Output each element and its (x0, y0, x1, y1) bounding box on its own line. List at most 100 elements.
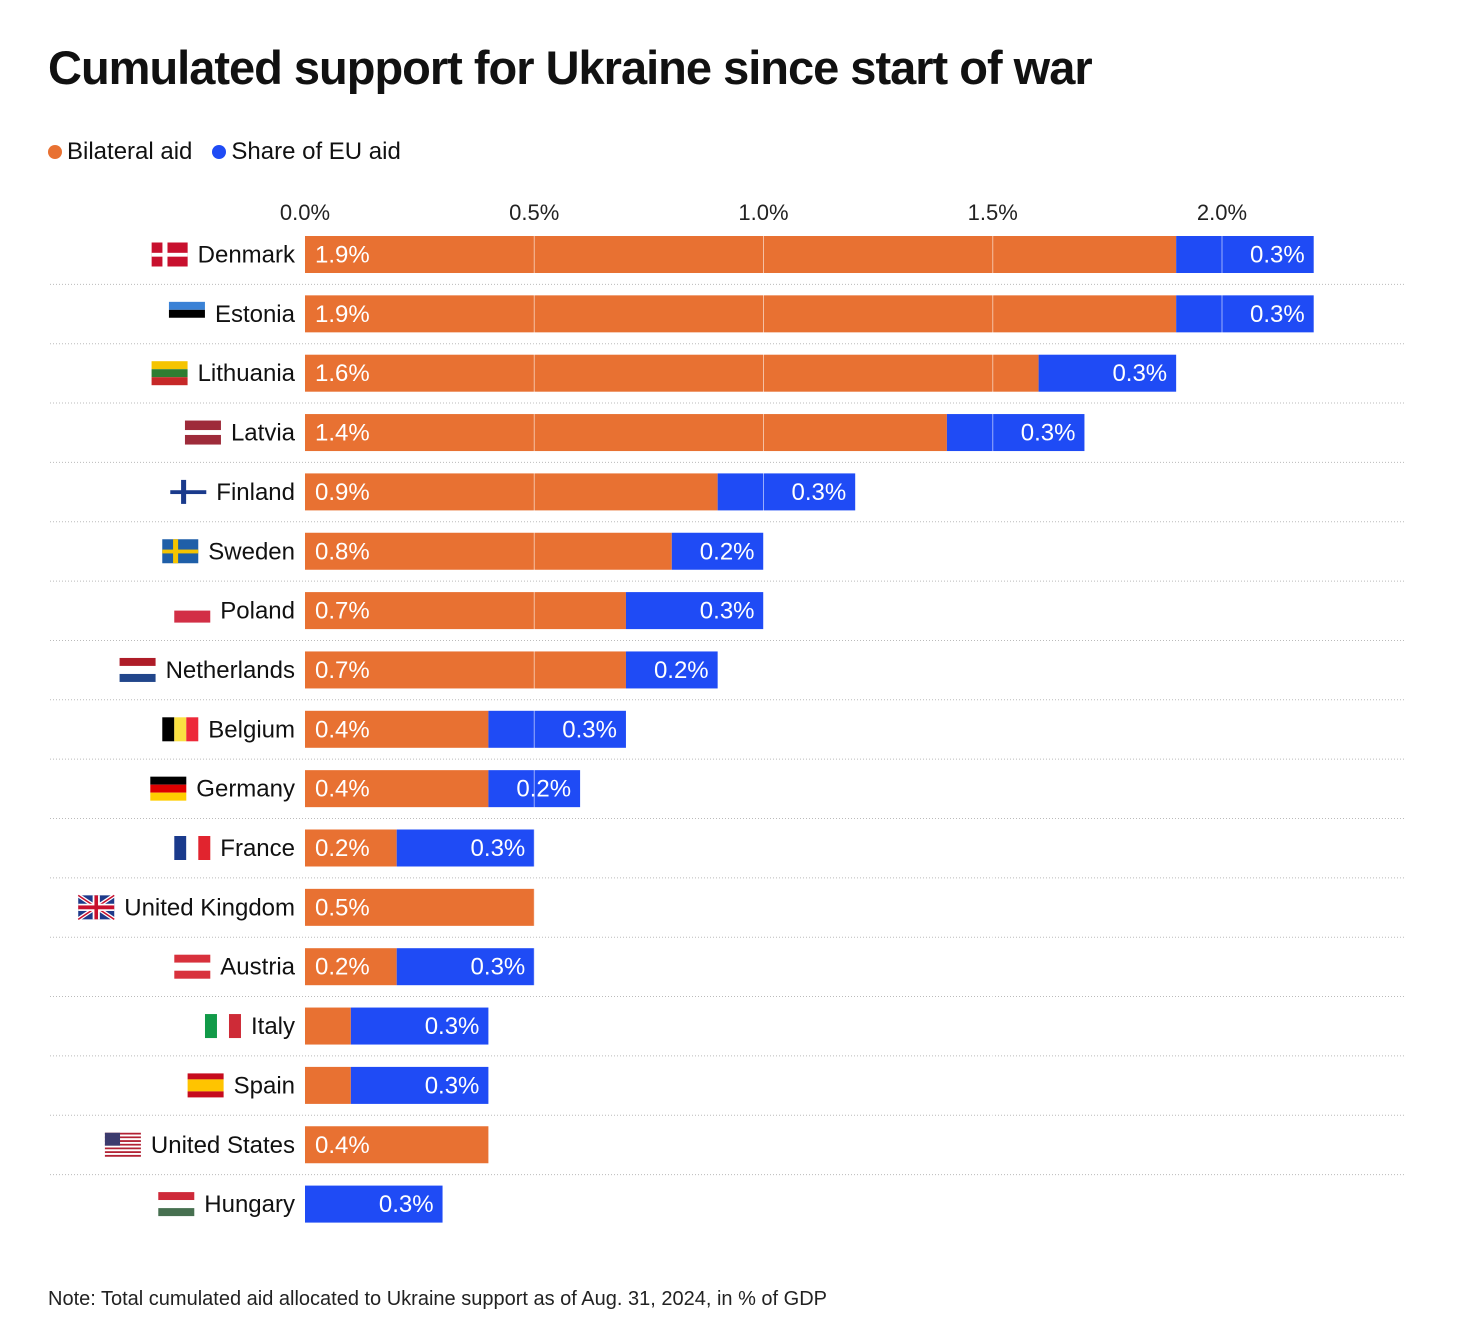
bilateral-bar (305, 473, 718, 511)
flag-cross (78, 905, 115, 910)
eu-value-label: 0.3% (562, 716, 617, 743)
country-label: Finland (216, 479, 295, 506)
flag-stripe (158, 1208, 195, 1217)
eu-bar (305, 1185, 443, 1223)
flag-stripe (186, 836, 199, 860)
bar-row: Lithuania 1.6% 0.3% (50, 343, 1405, 392)
bilateral-bar (305, 651, 626, 689)
flag-at-icon (174, 954, 211, 979)
country-label: Italy (251, 1013, 295, 1040)
bilateral-value-label: 1.4% (315, 420, 370, 447)
eu-value-label: 0.3% (1021, 420, 1076, 447)
bar-row: Austria 0.2% 0.3% (50, 936, 1405, 986)
legend-label-bilateral: Bilateral aid (67, 138, 193, 165)
bilateral-value-label: 0.5% (315, 894, 370, 921)
country-label: Poland (220, 598, 295, 625)
flag-stripe (150, 792, 187, 801)
flag-stripe (104, 1138, 141, 1141)
eu-value-label: 0.3% (425, 1013, 480, 1040)
flag-stripe (104, 1147, 141, 1150)
eu-bar (396, 948, 535, 986)
flag-stripe (104, 1136, 141, 1139)
chart-title: Cumulated support for Ukraine since star… (48, 41, 1093, 94)
bilateral-value-label: 0.8% (315, 538, 370, 565)
flag-stripe (104, 1151, 141, 1154)
eu-bar (488, 710, 626, 748)
legend-item-eu: Share of EU aid (212, 138, 401, 166)
flag-stripe (150, 784, 187, 793)
flag-stripe (104, 1154, 141, 1157)
bilateral-value-label: 0.7% (315, 598, 370, 625)
flag-stripe (151, 361, 188, 370)
eu-bar (625, 592, 764, 630)
flag-stripe (187, 1091, 224, 1098)
bar-row: Estonia 1.9% 0.3% (50, 283, 1405, 333)
flag-es-icon (187, 1073, 224, 1098)
eu-value-label: 0.3% (471, 954, 526, 981)
country-label: Belgium (208, 716, 295, 743)
flag-stripe (228, 1014, 241, 1039)
bilateral-bar (305, 354, 1039, 392)
bar-row: Sweden 0.8% 0.2% (50, 521, 1405, 570)
flag-stripe (151, 377, 188, 386)
eu-bar (625, 651, 718, 689)
bar-row: Belgium 0.4% 0.3% (50, 699, 1405, 748)
eu-bar (671, 532, 764, 570)
flag-stripe (174, 954, 211, 963)
eu-value-label: 0.3% (1250, 301, 1305, 328)
flag-stripe (162, 717, 175, 742)
legend-label-eu: Share of EU aid (231, 138, 401, 165)
country-label: Latvia (231, 420, 296, 447)
country-label: Sweden (208, 538, 295, 565)
country-label: France (220, 835, 295, 862)
flag-lt-icon (151, 361, 188, 386)
x-tick-label: 1.5% (968, 200, 1018, 225)
eu-value-label: 0.3% (471, 835, 526, 862)
flag-stripe (104, 1143, 141, 1146)
country-label: Austria (220, 954, 295, 981)
bilateral-value-label: 1.9% (315, 242, 370, 269)
flag-stripe (174, 717, 187, 742)
bilateral-bar (305, 592, 626, 630)
x-tick-label: 1.0% (738, 200, 788, 225)
flag-stripe (174, 962, 211, 971)
flag-cross (162, 549, 199, 554)
eu-value-label: 0.3% (1112, 360, 1167, 387)
flag-gb-icon (77, 893, 116, 922)
bilateral-bar (305, 948, 397, 986)
flag-stripe (174, 598, 211, 611)
flag-stripe (168, 317, 205, 326)
flag-stripe (119, 665, 156, 674)
flag-stripe (150, 776, 187, 785)
flag-stripe (158, 1200, 195, 1209)
flag-stripe (158, 1192, 195, 1201)
bilateral-bar (305, 829, 397, 867)
bilateral-value-label: 0.4% (315, 716, 370, 743)
bilateral-bar (305, 1007, 351, 1045)
eu-value-label: 0.3% (700, 598, 755, 625)
bar-row: United Kingdom 0.5% (50, 877, 1405, 926)
legend-item-bilateral: Bilateral aid (48, 138, 192, 166)
legend: Bilateral aid Share of EU aid (48, 138, 401, 166)
flag-ee-icon (168, 301, 205, 326)
eu-bar (717, 473, 856, 511)
country-label: Netherlands (166, 657, 295, 684)
flag-se-icon (162, 539, 199, 564)
bar-row: France 0.2% 0.3% (50, 818, 1405, 867)
bar-row: Netherlands 0.7% 0.2% (50, 639, 1405, 689)
flag-canton (104, 1132, 121, 1146)
flag-stripe (187, 1073, 224, 1080)
eu-value-label: 0.3% (1250, 242, 1305, 269)
bilateral-value-label: 1.9% (315, 301, 370, 328)
flag-stripe (174, 610, 211, 623)
country-label: Estonia (215, 301, 296, 328)
country-label: Lithuania (198, 360, 296, 387)
flag-nl-icon (119, 657, 156, 682)
flag-pl-icon (174, 598, 211, 623)
bar-row: Poland 0.7% 0.3% (50, 580, 1405, 630)
flag-cross (151, 252, 188, 257)
bilateral-value-label: 0.4% (315, 776, 370, 803)
bilateral-bar (305, 414, 947, 452)
